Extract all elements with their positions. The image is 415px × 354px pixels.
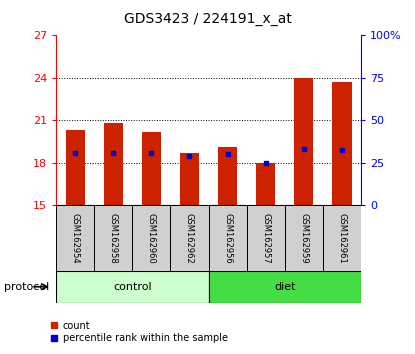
Text: protocol: protocol [4, 282, 49, 292]
Bar [256, 163, 275, 205]
Text: GSM162956: GSM162956 [223, 213, 232, 263]
Bar [209, 271, 361, 303]
Text: GSM162959: GSM162959 [299, 213, 308, 263]
Bar [66, 130, 85, 205]
Bar [104, 123, 123, 205]
Bar [323, 205, 361, 271]
Text: diet: diet [274, 282, 295, 292]
Bar [218, 147, 237, 205]
Bar [94, 205, 132, 271]
Bar [56, 205, 94, 271]
Text: GSM162958: GSM162958 [109, 213, 118, 263]
Text: GSM162954: GSM162954 [71, 213, 80, 263]
Legend: count, percentile rank within the sample: count, percentile rank within the sample [46, 317, 232, 347]
Text: GSM162957: GSM162957 [261, 213, 270, 263]
Bar [180, 153, 199, 205]
Bar [285, 205, 323, 271]
Text: GSM162961: GSM162961 [337, 213, 347, 263]
Bar [171, 205, 209, 271]
Text: GSM162960: GSM162960 [147, 213, 156, 263]
Bar [142, 132, 161, 205]
Bar [132, 205, 171, 271]
Bar [247, 205, 285, 271]
Bar [332, 82, 352, 205]
Bar [294, 78, 313, 205]
Text: control: control [113, 282, 151, 292]
Bar [56, 271, 209, 303]
Text: GSM162962: GSM162962 [185, 213, 194, 263]
Bar [209, 205, 247, 271]
Text: GDS3423 / 224191_x_at: GDS3423 / 224191_x_at [124, 12, 291, 27]
